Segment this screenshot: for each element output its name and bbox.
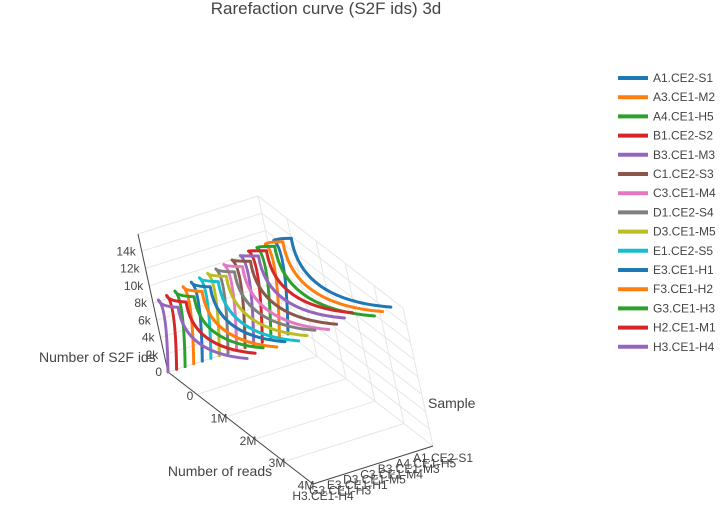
series-line[interactable] (230, 258, 339, 350)
z-tick-label: 4k (142, 331, 156, 345)
y-axis-title: Sample (428, 395, 476, 411)
side-wall-gridline (141, 212, 262, 252)
legend-label: G3.CE1-H3 (653, 301, 715, 315)
y-tick-label: H3.CE1-H4 (292, 489, 354, 503)
legend-label: E3.CE1-H1 (653, 263, 714, 277)
x-tick-label: 0 (187, 389, 194, 403)
y-tick-label: A4.CE1-H5 (396, 456, 457, 470)
z-axis-line (137, 233, 169, 373)
z-tick-label: 6k (138, 313, 152, 327)
legend-label: H2.CE1-M1 (653, 321, 716, 335)
legend-label: A1.CE2-S1 (653, 71, 713, 85)
legend-item[interactable]: C3.CE1-M4 (618, 186, 716, 200)
legend-label: C3.CE1-M4 (653, 186, 716, 200)
series-line[interactable] (255, 244, 376, 341)
x-tick-label: 4M (298, 479, 315, 493)
back-wall-gridline (344, 263, 376, 402)
x-tick-label: 3M (269, 456, 286, 470)
legend-item[interactable]: F3.CE1-H2 (618, 282, 713, 296)
legend-item[interactable]: A4.CE1-H5 (618, 109, 714, 123)
legend-item[interactable]: A3.CE1-M2 (618, 90, 715, 104)
floor-gridline (254, 400, 376, 440)
legend-item[interactable]: D3.CE1-M5 (618, 225, 716, 239)
legend-label: H3.CE1-H4 (653, 340, 715, 354)
legend-item[interactable]: H3.CE1-H4 (618, 340, 715, 354)
series-line[interactable] (238, 254, 346, 347)
legend-label: E1.CE2-S5 (653, 244, 713, 258)
back-wall-gridline (402, 307, 434, 447)
side-wall-gridline (149, 247, 270, 287)
series-line[interactable] (197, 276, 301, 360)
x-tick-label: 2M (240, 434, 257, 448)
y-tick-label: A1.CE2-S1 (413, 451, 473, 465)
y-tick-label: E3.CE1-H1 (327, 478, 388, 492)
series-line[interactable] (263, 240, 385, 339)
x-axis-line (167, 371, 314, 485)
legend-item[interactable]: E3.CE1-H1 (618, 263, 714, 277)
legend-item[interactable]: B3.CE1-M3 (618, 148, 715, 162)
legend-item[interactable]: H2.CE1-M1 (618, 321, 716, 335)
legend-label: D3.CE1-M5 (653, 225, 716, 239)
chart-title: Rarefaction curve (S2F ids) 3d (211, 0, 442, 18)
floor-gridline (225, 378, 347, 418)
y-tick-label: C3.CE1-M4 (360, 467, 423, 481)
legend-label: A4.CE1-H5 (653, 109, 714, 123)
legend-label: A3.CE1-M2 (653, 90, 715, 104)
back-wall-gridline (257, 195, 404, 309)
floor-gridline (283, 423, 405, 463)
plot-scene[interactable]: 0 1M 2M 3M 4M A1.CE2-S1A4.CE1-H5B3.CE1-M3C3.C… (116, 195, 473, 503)
y-axis-line (312, 445, 434, 485)
floor-gridline (196, 355, 318, 395)
legend-label: B3.CE1-M3 (653, 148, 715, 162)
back-wall-gridline (287, 333, 434, 447)
series-line[interactable] (173, 289, 265, 369)
series-line[interactable] (156, 298, 249, 374)
z-tick-label: 8k (134, 296, 148, 310)
z-axis-title: Number of S2F ids (39, 349, 156, 365)
side-wall-gridline (145, 230, 266, 269)
legend-item[interactable]: C1.CE2-S3 (618, 167, 714, 181)
back-wall-gridline (280, 299, 426, 412)
legend-label: F3.CE1-H2 (653, 282, 713, 296)
legend-item[interactable]: E1.CE2-S5 (618, 244, 713, 258)
series-line[interactable] (272, 236, 393, 336)
series-line[interactable] (189, 280, 287, 363)
y-tick-label: D3.CE1-M5 (343, 473, 406, 487)
legend-item[interactable]: G3.CE1-H3 (618, 301, 715, 315)
z-tick-label: 0 (155, 365, 162, 379)
legend-label: B1.CE2-S2 (653, 129, 713, 143)
z-tick-label: 14k (116, 244, 136, 258)
legend-label: C1.CE2-S3 (653, 167, 714, 181)
x-tick-label: 1M (211, 411, 228, 425)
series-line[interactable] (214, 267, 317, 355)
z-tick-label: 2k (146, 348, 160, 362)
grid-lines (137, 195, 434, 485)
side-wall-gridline (137, 195, 259, 235)
z-tick-label: 10k (124, 279, 144, 293)
series-line[interactable] (247, 249, 354, 344)
y-tick-label: B3.CE1-M3 (378, 462, 440, 476)
series-line[interactable] (181, 285, 279, 366)
back-wall-gridline (283, 316, 430, 430)
tick-labels: 0 1M 2M 3M 4M A1.CE2-S1A4.CE1-H5B3.CE1-M3C3.C… (116, 244, 473, 503)
legend-item[interactable]: A1.CE2-S1 (618, 71, 713, 85)
series-line[interactable] (165, 294, 257, 371)
series-line[interactable] (222, 263, 331, 352)
legend-item[interactable]: B1.CE2-S2 (618, 129, 713, 143)
series-lines (156, 236, 393, 374)
legend[interactable]: A1.CE2-S1 A3.CE1-M2 A4.CE1-H5 B1.CE2-S2 B3.C… (618, 71, 716, 354)
x-axis-title: Number of reads (168, 463, 272, 479)
back-wall-gridline (373, 285, 405, 424)
z-tick-label: 12k (120, 262, 140, 276)
legend-label: D1.CE2-S4 (653, 205, 714, 219)
y-tick-label: G3.CE1-H3 (309, 484, 371, 498)
back-wall-gridline (272, 264, 419, 378)
back-wall-gridline (265, 230, 411, 343)
series-line[interactable] (206, 271, 309, 358)
legend-item[interactable]: D1.CE2-S4 (618, 205, 714, 219)
